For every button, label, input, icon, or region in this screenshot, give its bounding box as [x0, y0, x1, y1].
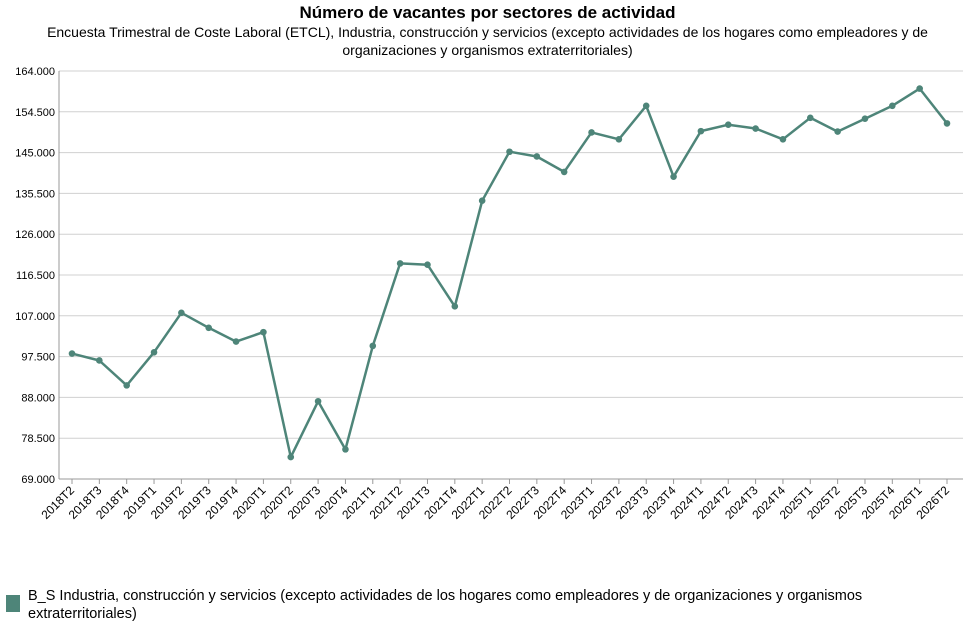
line-chart: 69.000 78.500 88.000 97.500 107.000 116.500 12…: [15, 66, 963, 522]
data-point: [232, 338, 240, 345]
data-point: [779, 135, 787, 143]
data-point: [396, 260, 404, 267]
data-point: [861, 115, 869, 122]
series-line: [71, 87, 948, 459]
y-tick-label: 145.000: [15, 148, 55, 160]
data-point: [342, 446, 349, 453]
y-tick-label: 126.000: [15, 229, 55, 241]
data-point: [724, 121, 732, 128]
data-point: [260, 328, 267, 336]
y-tick-label: 88.000: [21, 392, 55, 404]
y-tick-label: 97.500: [21, 352, 55, 364]
data-point: [943, 120, 951, 127]
y-tick-label: 154.500: [15, 107, 55, 119]
data-point: [588, 129, 595, 136]
data-point: [670, 173, 677, 180]
legend-label: B_S Industria, construcción y servicios …: [28, 588, 863, 622]
data-point: [178, 309, 185, 317]
data-point: [834, 128, 841, 135]
y-tick-label: 78.500: [21, 433, 55, 445]
data-point: [615, 135, 623, 143]
chart-subtitle: Encuesta Trimestral de Coste Laboral (ET…: [47, 24, 928, 58]
y-tick-label: 69.000: [21, 474, 55, 486]
y-tick-label: 164.000: [15, 66, 55, 78]
data-point: [642, 102, 650, 110]
data-point: [369, 342, 377, 350]
data-point: [806, 114, 814, 122]
data-point: [123, 382, 130, 389]
data-point: [314, 397, 322, 405]
data-point: [752, 125, 759, 132]
data-point: [889, 102, 896, 110]
data-point: [205, 324, 213, 332]
y-tick-label: 107.000: [15, 311, 55, 323]
y-tick-label: 116.500: [16, 270, 55, 282]
data-point: [287, 453, 295, 461]
data-point: [96, 357, 103, 364]
data-point: [150, 349, 158, 356]
data-point: [506, 148, 513, 156]
data-point: [451, 303, 459, 310]
data-point: [68, 350, 76, 357]
legend-swatch: [6, 595, 20, 612]
data-point: [478, 197, 486, 205]
chart-title: Número de vacantes por sectores de activ…: [299, 3, 676, 22]
data-point: [424, 261, 431, 268]
data-point: [533, 153, 541, 160]
legend: B_S Industria, construcción y servicios …: [6, 587, 966, 623]
data-point: [697, 127, 705, 135]
y-tick-label: 135.500: [15, 188, 55, 200]
data-point: [560, 168, 568, 176]
data-point: [916, 85, 923, 92]
